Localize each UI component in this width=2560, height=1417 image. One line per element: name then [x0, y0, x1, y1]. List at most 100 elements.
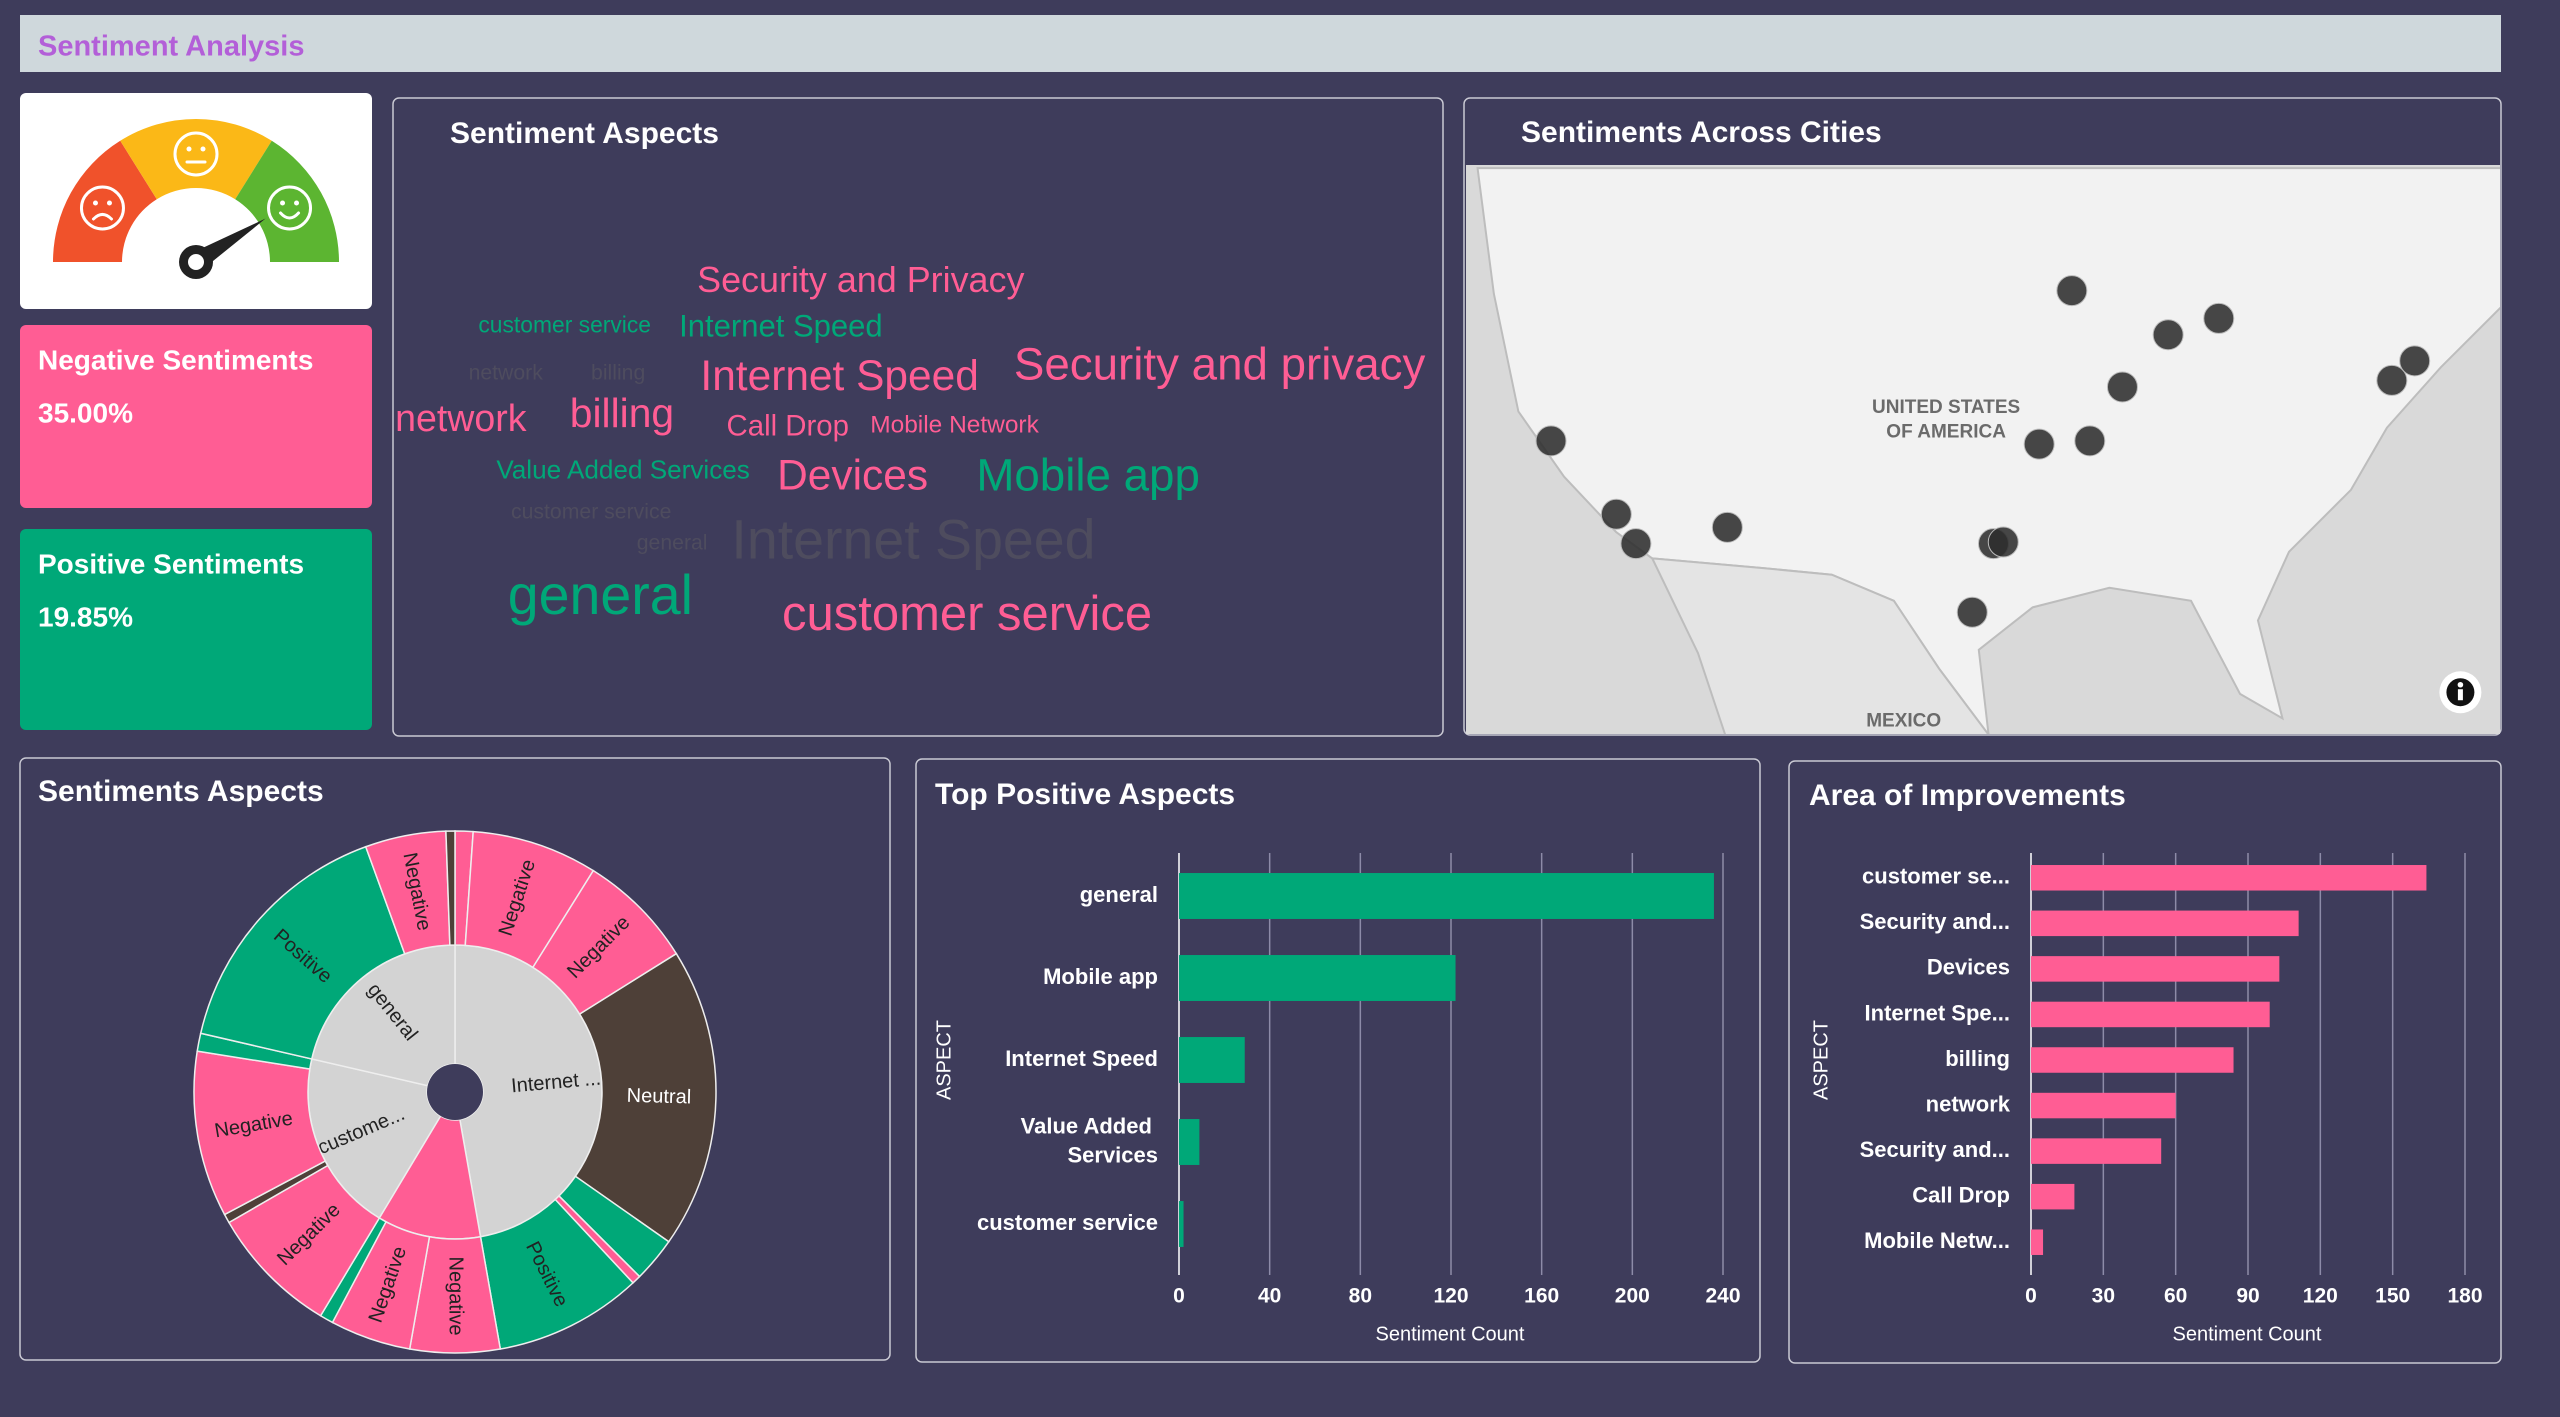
face [79, 185, 125, 231]
y-axis-title: ASPECT [933, 1020, 955, 1100]
info-icon [2457, 681, 2464, 688]
word: billing [591, 361, 645, 384]
kpi-card [20, 325, 372, 508]
panel [1788, 760, 2502, 1364]
y-tick-label: customer se... [1862, 864, 2010, 889]
info-icon [2457, 689, 2463, 701]
x-tick-label: 180 [2447, 1285, 2482, 1308]
segment-label: Neutral [626, 1085, 691, 1109]
eye [186, 146, 192, 152]
y-tick-label: Internet Spe... [1865, 1000, 2010, 1025]
x-tick-label: 0 [2025, 1285, 2037, 1308]
eye [92, 200, 98, 206]
y-tick-label: Internet Speed [1005, 1046, 1158, 1071]
bar [2031, 1047, 2234, 1073]
x-tick-label: 150 [2375, 1285, 2410, 1308]
eye [106, 200, 112, 206]
word: Call Drop [727, 410, 849, 443]
y-tick-label: billing [1945, 1046, 2010, 1071]
outer-segment [445, 830, 456, 946]
panel [915, 758, 1761, 1363]
city-marker [2074, 425, 2106, 457]
city-marker [2056, 275, 2088, 307]
y-tick-label: customer service [977, 1210, 1158, 1235]
word: Security and Privacy [697, 259, 1024, 300]
x-tick-label: 200 [1615, 1285, 1650, 1308]
word: Internet Speed [731, 508, 1095, 570]
word: network [395, 397, 527, 439]
eye [200, 146, 206, 152]
city-marker [2399, 345, 2431, 377]
city-marker [1711, 511, 1743, 543]
bar [2031, 956, 2280, 982]
x-tick-label: 120 [2303, 1285, 2338, 1308]
x-tick-label: 120 [1433, 1285, 1468, 1308]
kpi-label: Positive Sentiments [38, 548, 304, 579]
y-tick-label: Security and... [1860, 909, 2010, 934]
word: Security and privacy [1014, 338, 1426, 389]
x-tick-label: 160 [1524, 1285, 1559, 1308]
bar [2031, 865, 2427, 891]
x-tick-label: 240 [1705, 1285, 1740, 1308]
map-canvas: UNITED STATES OF AMERICA MEXICO [1466, 165, 2500, 734]
bar [2031, 910, 2299, 937]
gauge-arc [120, 119, 272, 200]
y-tick-label: Call Drop [1912, 1182, 2010, 1207]
word: network [469, 361, 544, 384]
face [173, 131, 219, 177]
word: Internet Speed [700, 352, 978, 399]
map-label: MEXICO [1866, 711, 1941, 732]
x-tick-label: 30 [2092, 1285, 2115, 1308]
y-tick-label: Mobile Netw... [1864, 1228, 2010, 1253]
x-tick-label: 80 [1349, 1285, 1372, 1308]
bar [1179, 873, 1714, 919]
city-marker [2106, 371, 2138, 403]
y-tick-label: network [1926, 1091, 2011, 1116]
x-tick-label: 60 [2164, 1285, 2187, 1308]
city-marker [2152, 319, 2184, 351]
eye [280, 200, 286, 206]
bar [2031, 1183, 2075, 1210]
x-tick-label: 90 [2236, 1285, 2259, 1308]
kpi-value: 19.85% [38, 601, 133, 632]
bar [1179, 955, 1456, 1001]
city-marker [2203, 302, 2235, 334]
header-title: Sentiment Analysis [38, 31, 304, 63]
map-label: OF AMERICA [1886, 422, 2006, 443]
y-tick-label: general [1080, 882, 1158, 907]
y-tick-label: Security and... [1860, 1137, 2010, 1162]
kpi-card [20, 529, 372, 730]
bar [2031, 1001, 2270, 1028]
bar [2031, 1138, 2162, 1164]
word: customer service [782, 587, 1152, 641]
land [1650, 557, 1990, 734]
panel-title: Sentiments Across Cities [1521, 116, 1882, 149]
land [1476, 167, 2500, 734]
y-tick-label: Value Added Services [1021, 1113, 1158, 1167]
gauge-arc [53, 140, 157, 262]
gauge-arc [235, 140, 339, 262]
x-tick-label: 0 [1173, 1285, 1185, 1308]
word: Value Added Services [496, 455, 750, 485]
bar [1179, 1201, 1184, 1247]
y-tick-label: Devices [1927, 955, 2010, 980]
word: Internet Speed [679, 308, 882, 343]
word: customer service [511, 500, 671, 523]
map-label: UNITED STATES [1872, 397, 2020, 418]
outer-segment [574, 952, 717, 1243]
panel-title: Area of Improvements [1809, 779, 2126, 812]
city-marker [1956, 596, 1988, 628]
panel-title: Sentiments Aspects [38, 775, 324, 808]
panel [1463, 97, 2502, 736]
panel-title: Sentiment Aspects [450, 117, 719, 150]
x-tick-label: 40 [1258, 1285, 1281, 1308]
eye [294, 200, 300, 206]
bar [2031, 1092, 2176, 1119]
bar [2031, 1229, 2044, 1255]
city-marker [2376, 364, 2408, 396]
x-axis-title: Sentiment Count [2173, 1323, 2322, 1345]
word: customer service [478, 312, 651, 338]
city-marker [1535, 425, 1567, 457]
panel [392, 97, 1444, 737]
